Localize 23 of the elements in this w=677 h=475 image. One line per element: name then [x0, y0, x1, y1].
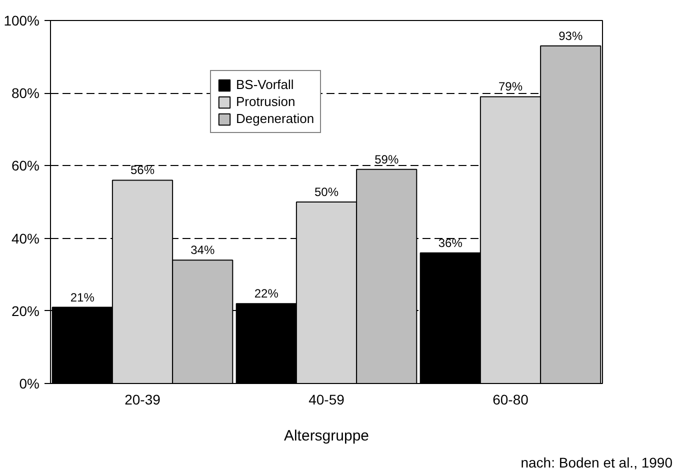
y-tick-label: 80% [11, 85, 40, 102]
x-axis-title: Altersgruppe [284, 428, 370, 444]
y-tick-label: 100% [4, 12, 40, 28]
data-label: 21% [70, 290, 95, 304]
data-label: 59% [374, 152, 399, 166]
data-label: 22% [254, 286, 279, 301]
legend-label: Protrusion [236, 94, 296, 109]
y-tick-label: 40% [11, 230, 40, 246]
data-label: 36% [438, 236, 463, 250]
y-tick-label: 60% [11, 158, 40, 174]
text: nach: Boden et al., 1990 [520, 454, 673, 470]
legend-label: Degeneration [236, 111, 314, 126]
legend-label: BS-Vorfall [236, 77, 294, 92]
x-tick-label: 40-59 [308, 392, 345, 408]
data-label: 79% [498, 80, 523, 94]
data-label: 56% [130, 163, 155, 178]
y-tick-label: 20% [11, 302, 40, 319]
data-label: 34% [190, 243, 215, 258]
x-tick-label: 20-39 [124, 392, 161, 408]
x-tick-label: 60-80 [492, 392, 529, 408]
data-label: 50% [314, 185, 339, 199]
y-tick-label: 0% [19, 376, 40, 392]
data-label: 93% [558, 28, 583, 43]
